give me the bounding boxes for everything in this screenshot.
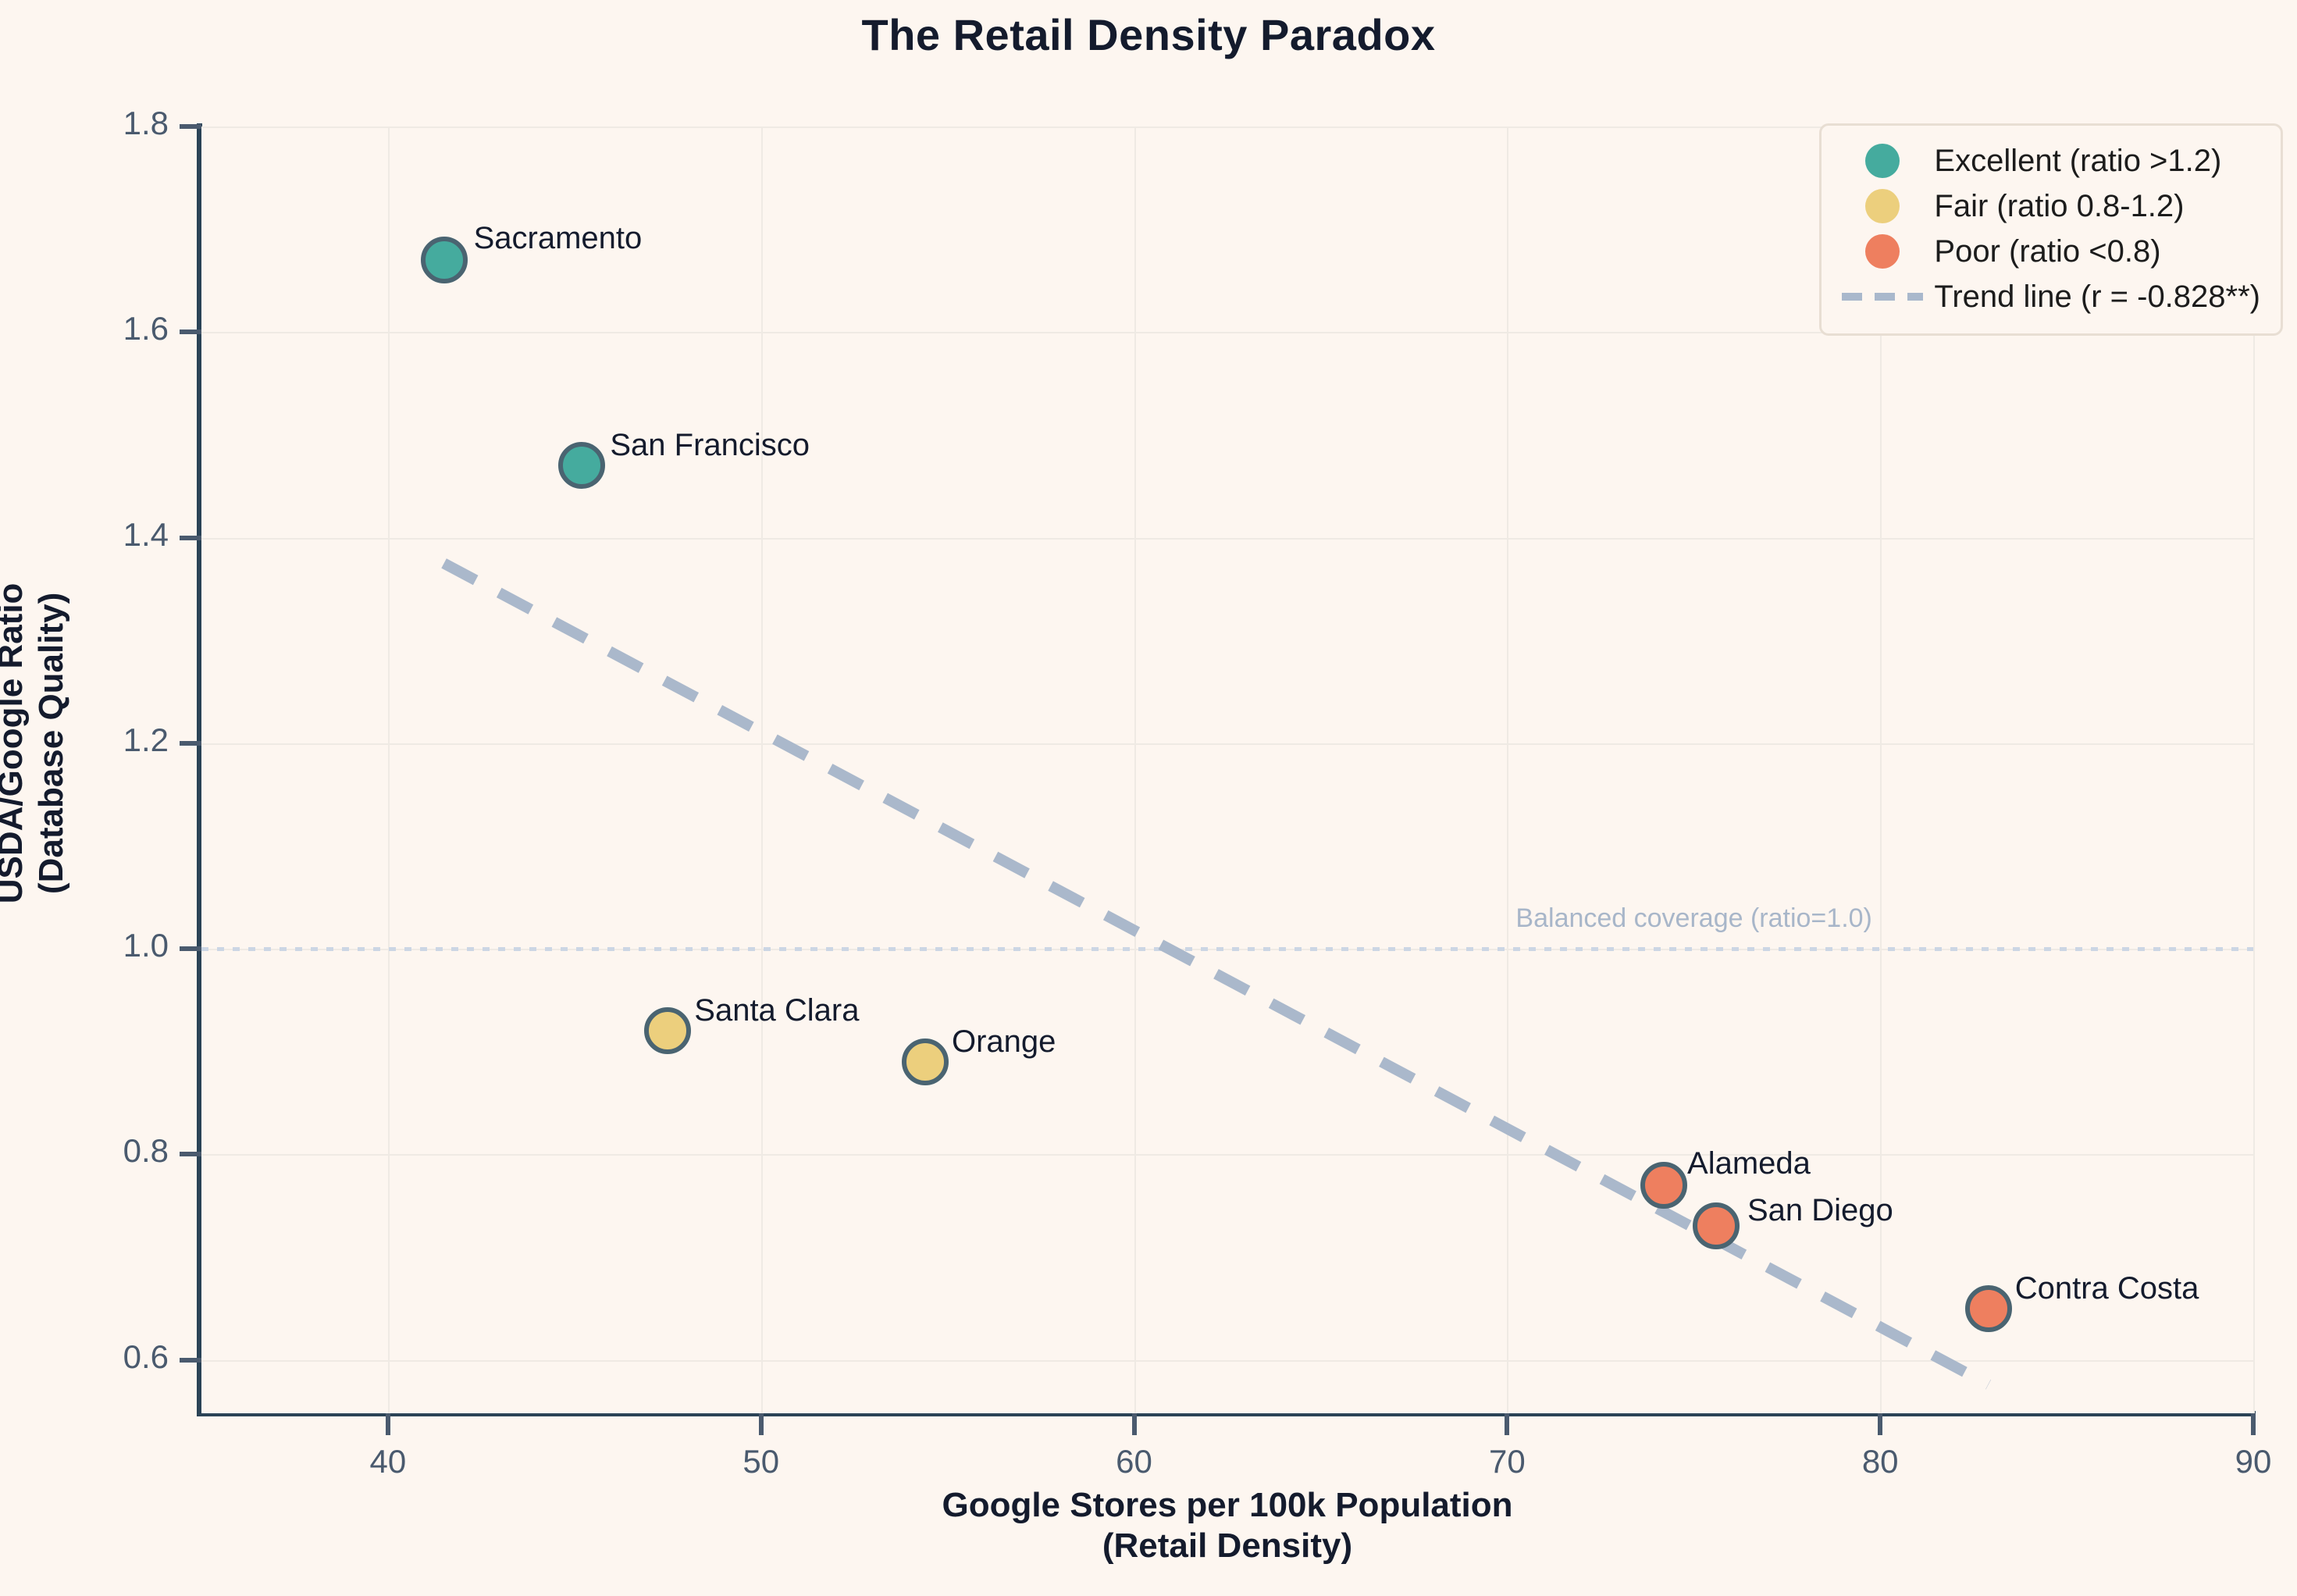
y-tick-label: 1.8 <box>123 105 169 141</box>
y-axis-tick <box>180 1357 201 1363</box>
gridline-vertical <box>2253 126 2255 1413</box>
x-tick-label: 70 <box>1489 1443 1526 1480</box>
y-axis-tick <box>180 535 201 540</box>
legend-dot-icon <box>1839 144 1926 178</box>
gridline-horizontal <box>201 332 2253 334</box>
legend-item[interactable]: Trend line (r = -0.828**) <box>1839 274 2260 319</box>
legend-dashed-line-icon <box>1839 281 1926 312</box>
data-point-santa-clara[interactable] <box>644 1007 692 1055</box>
y-axis-tick <box>180 946 201 952</box>
data-point-label: Orange <box>951 1024 1056 1059</box>
data-point-label: Contra Costa <box>2014 1270 2199 1306</box>
x-tick-label: 90 <box>2235 1443 2272 1480</box>
x-axis-tick <box>1878 1413 1883 1435</box>
y-axis-label: USDA/Google Ratio (Database Quality) <box>0 275 72 1212</box>
data-point-label: San Francisco <box>610 428 810 463</box>
data-point-label: Santa Clara <box>694 993 860 1028</box>
x-axis-spine <box>197 1411 2256 1416</box>
plot-area: Balanced coverage (ratio=1.0) Sacramento… <box>180 124 2256 1435</box>
data-point-label: Alameda <box>1687 1145 1811 1181</box>
y-tick-label: 1.6 <box>123 310 169 347</box>
gridline-horizontal <box>201 537 2253 540</box>
data-point-label: Sacramento <box>473 221 643 256</box>
y-tick-label: 1.0 <box>123 927 169 964</box>
y-axis-tick <box>180 330 201 335</box>
y-tick-label: 0.6 <box>123 1338 169 1375</box>
legend-dot-icon <box>1839 234 1926 269</box>
x-axis-label: Google Stores per 100k Population (Retai… <box>201 1485 2253 1566</box>
y-axis-spine <box>197 123 202 1416</box>
y-axis-tick <box>180 740 201 746</box>
x-axis-tick <box>1505 1413 1510 1435</box>
data-point-orange[interactable] <box>901 1038 949 1085</box>
reference-line <box>201 947 2253 952</box>
data-point-alameda[interactable] <box>1640 1161 1688 1209</box>
legend[interactable]: Excellent (ratio >1.2) Fair (ratio 0.8-1.… <box>1819 123 2283 336</box>
gridline-horizontal <box>201 1154 2253 1156</box>
x-axis-label-line2: (Retail Density) <box>1102 1526 1353 1565</box>
gridline-vertical <box>1134 126 1136 1413</box>
reference-line-label: Balanced coverage (ratio=1.0) <box>1515 903 1872 934</box>
y-tick-label: 1.4 <box>123 515 169 553</box>
legend-item-label: Excellent (ratio >1.2) <box>1934 143 2222 178</box>
gridline-horizontal <box>201 743 2253 745</box>
x-axis-tick <box>1131 1413 1137 1435</box>
data-point-san-diego[interactable] <box>1692 1202 1740 1250</box>
gridline-horizontal <box>201 126 2253 128</box>
x-tick-label: 60 <box>1116 1443 1152 1480</box>
legend-item[interactable]: Poor (ratio <0.8) <box>1839 229 2260 274</box>
data-point-contra-costa[interactable] <box>1964 1284 2012 1332</box>
data-point-label: San Diego <box>1747 1193 1893 1228</box>
legend-dot-icon <box>1839 189 1926 223</box>
legend-item-label: Trend line (r = -0.828**) <box>1934 279 2260 314</box>
legend-item-label: Fair (ratio 0.8-1.2) <box>1934 188 2185 223</box>
gridline-horizontal <box>201 1359 2253 1362</box>
y-axis-label-line1: USDA/Google Ratio <box>0 582 30 904</box>
data-point-sacramento[interactable] <box>420 237 468 284</box>
gridline-vertical <box>387 126 390 1413</box>
x-tick-label: 80 <box>1861 1443 1899 1480</box>
legend-item[interactable]: Fair (ratio 0.8-1.2) <box>1839 183 2260 229</box>
page-title: The Retail Density Paradox <box>861 10 1436 59</box>
x-tick-label: 50 <box>743 1443 780 1480</box>
x-axis-label-line1: Google Stores per 100k Population <box>942 1486 1513 1524</box>
y-axis-tick <box>180 124 201 129</box>
y-tick-label: 1.2 <box>123 721 169 758</box>
x-axis-tick <box>385 1413 390 1435</box>
y-axis-tick <box>180 1152 201 1157</box>
x-axis-tick <box>2251 1413 2256 1435</box>
y-axis-label-line2: (Database Quality) <box>32 592 70 895</box>
x-tick-label: 40 <box>369 1443 407 1480</box>
gridline-vertical <box>760 126 763 1413</box>
legend-item[interactable]: Excellent (ratio >1.2) <box>1839 138 2260 183</box>
legend-item-label: Poor (ratio <0.8) <box>1934 233 2161 269</box>
y-tick-label: 0.8 <box>123 1132 169 1170</box>
x-axis-tick <box>758 1413 764 1435</box>
data-point-san-francisco[interactable] <box>558 442 606 490</box>
gridline-vertical <box>1507 126 1509 1413</box>
